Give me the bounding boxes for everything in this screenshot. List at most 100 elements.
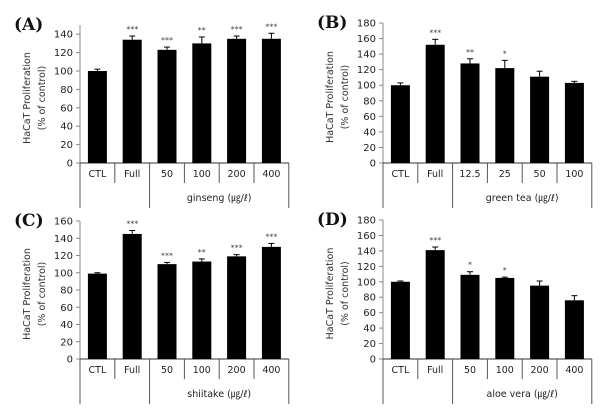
- group-label: green tea (㎍/ℓ): [486, 193, 559, 204]
- y-axis-label: HaCaT Proliferation: [22, 52, 33, 144]
- y-tick-label: 180: [357, 19, 376, 30]
- significance-label: ***: [265, 232, 277, 241]
- group-label: shiitake (㎍/ℓ): [187, 389, 251, 400]
- panel-label: (C): [14, 211, 44, 231]
- panel-label: (D): [317, 210, 348, 230]
- y-tick-label: 80: [363, 293, 376, 304]
- significance-label: **: [198, 26, 206, 35]
- y-tick-label: 80: [60, 85, 73, 96]
- significance-label: ***: [429, 236, 441, 245]
- y-tick-label: 40: [60, 122, 73, 133]
- x-tick-label: CTL: [392, 169, 410, 180]
- significance-label: ***: [126, 25, 138, 34]
- y-tick-label: 120: [54, 251, 73, 262]
- y-axis-label: HaCaT Proliferation: [325, 51, 336, 143]
- y-tick-label: 0: [370, 355, 376, 366]
- bar: [87, 273, 107, 359]
- bar: [390, 85, 410, 163]
- x-tick-label: 100: [193, 365, 211, 376]
- y-tick-label: 80: [60, 286, 73, 297]
- significance-label: **: [198, 248, 206, 257]
- x-tick-label: 100: [565, 169, 583, 180]
- y-tick-label: 120: [54, 48, 73, 59]
- panel-d: (D) HaCaT Proliferation (% of control) 0 20 4…: [317, 210, 593, 404]
- y-tick-label: 120: [357, 65, 376, 76]
- y-axis-label: (% of control): [340, 65, 351, 130]
- bar: [460, 63, 480, 163]
- panel-c: (C) HaCaT Proliferation (% of control) 0 20 4…: [14, 211, 290, 404]
- significance-label: *: [503, 49, 507, 58]
- x-tick-label: 100: [193, 169, 211, 180]
- y-tick-label: 100: [357, 81, 376, 92]
- panel-label: (A): [14, 15, 43, 35]
- x-tick-label: 200: [228, 169, 246, 180]
- bar: [530, 76, 550, 163]
- bar: [192, 43, 212, 163]
- bar: [495, 277, 515, 359]
- bar: [425, 44, 445, 163]
- y-axis-label: HaCaT Proliferation: [22, 248, 33, 340]
- bar: [261, 246, 281, 359]
- x-tick-label: 400: [262, 169, 280, 180]
- x-tick-label: 200: [531, 365, 549, 376]
- bar: [460, 274, 480, 359]
- x-tick-label: 50: [161, 169, 173, 180]
- x-tick-label: CTL: [89, 169, 107, 180]
- significance-label: ***: [429, 28, 441, 37]
- x-tick-label: CTL: [89, 365, 107, 376]
- x-tick-label: Full: [427, 365, 443, 376]
- bar: [564, 300, 584, 359]
- x-tick-label: Full: [124, 365, 140, 376]
- y-tick-label: 0: [67, 159, 73, 170]
- x-tick-label: 12.5: [459, 169, 480, 180]
- bar: [261, 38, 281, 163]
- y-axis-label: (% of control): [340, 261, 351, 326]
- x-tick-label: CTL: [392, 365, 410, 376]
- bar: [564, 82, 584, 163]
- y-tick-label: 100: [54, 268, 73, 279]
- significance-label: ***: [161, 36, 173, 45]
- x-tick-label: 25: [499, 169, 511, 180]
- significance-label: ***: [161, 251, 173, 260]
- bar: [227, 38, 247, 163]
- y-tick-label: 0: [370, 159, 376, 170]
- y-tick-label: 100: [357, 277, 376, 288]
- y-tick-label: 0: [67, 355, 73, 366]
- y-tick-label: 40: [363, 127, 376, 138]
- bar: [530, 285, 550, 359]
- x-tick-label: 50: [161, 365, 173, 376]
- y-tick-label: 40: [363, 324, 376, 335]
- y-tick-label: 140: [357, 246, 376, 257]
- y-tick-label: 180: [357, 216, 376, 227]
- bar: [122, 233, 142, 359]
- y-tick-label: 20: [363, 143, 376, 154]
- significance-label: ***: [231, 25, 243, 34]
- y-tick-label: 20: [60, 337, 73, 348]
- bar: [157, 49, 177, 164]
- significance-label: **: [466, 48, 474, 57]
- y-tick-label: 60: [363, 308, 376, 319]
- y-tick-label: 60: [60, 103, 73, 114]
- y-tick-label: 140: [357, 50, 376, 61]
- y-tick-label: 140: [54, 30, 73, 41]
- y-tick-label: 160: [357, 231, 376, 242]
- x-tick-label: 200: [228, 365, 246, 376]
- x-tick-label: Full: [124, 169, 140, 180]
- y-tick-label: 20: [60, 140, 73, 151]
- panel-a: (A) HaCaT Proliferation (% of control) 0 20 4…: [14, 15, 290, 208]
- bar: [495, 68, 515, 163]
- bar: [122, 39, 142, 163]
- x-tick-label: 50: [464, 365, 476, 376]
- y-tick-label: 60: [60, 303, 73, 314]
- y-tick-label: 40: [60, 320, 73, 331]
- y-axis-label: (% of control): [37, 66, 48, 131]
- group-label: ginseng (㎍/ℓ): [187, 193, 252, 204]
- group-label: aloe vera (㎍/ℓ): [487, 389, 558, 400]
- y-tick-label: 20: [363, 339, 376, 350]
- x-tick-label: 50: [534, 169, 546, 180]
- y-axis-label: (% of control): [37, 262, 48, 327]
- x-tick-label: 100: [496, 365, 514, 376]
- x-tick-label: Full: [427, 169, 443, 180]
- bar: [425, 250, 445, 359]
